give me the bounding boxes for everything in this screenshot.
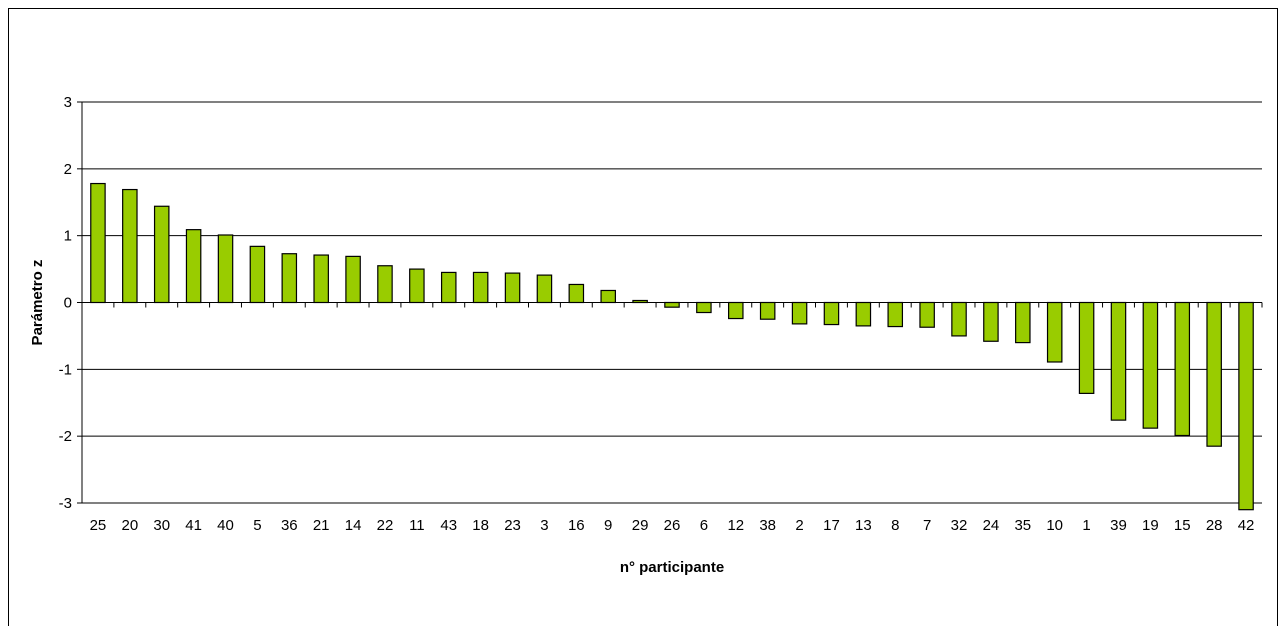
bar-6 <box>696 301 712 314</box>
x-tick-label: 35 <box>1014 517 1031 534</box>
x-tick-label: 23 <box>504 517 521 534</box>
x-tick-label: 42 <box>1238 517 1255 534</box>
x-axis-title: n° participante <box>620 559 724 576</box>
x-tick-label: 6 <box>700 517 708 534</box>
bar-13 <box>855 301 872 327</box>
bar-22 <box>377 265 393 304</box>
bar-40 <box>217 234 234 304</box>
bar-26 <box>664 301 680 308</box>
bar-1 <box>1078 301 1095 394</box>
x-tick-label: 30 <box>153 517 170 534</box>
x-tick-label: 32 <box>951 517 968 534</box>
x-tick-label: 13 <box>855 517 872 534</box>
bar-38 <box>759 301 776 320</box>
y-tick-label: -1 <box>59 361 72 378</box>
bar-2 <box>791 301 808 325</box>
bar-10 <box>1046 301 1063 363</box>
bar-39 <box>1110 301 1127 421</box>
x-tick-label: 29 <box>632 517 649 534</box>
x-tick-label: 9 <box>604 517 612 534</box>
x-tick-label: 18 <box>472 517 489 534</box>
x-tick-label: 14 <box>345 517 362 534</box>
y-tick-label: 2 <box>64 161 72 178</box>
bar-19 <box>1142 301 1159 429</box>
axes <box>81 102 1263 503</box>
bars <box>90 182 1254 511</box>
y-axis-title: Parámetro z <box>29 260 46 346</box>
x-tick-label: 22 <box>377 517 394 534</box>
bar-18 <box>472 271 489 304</box>
x-tick-label: 2 <box>795 517 803 534</box>
bar-12 <box>728 301 744 320</box>
x-tick-label: 3 <box>540 517 548 534</box>
bar-24 <box>983 301 999 342</box>
x-tick-label: 28 <box>1206 517 1223 534</box>
bar-43 <box>440 271 457 304</box>
y-tick-label: -2 <box>59 428 72 445</box>
bar-16 <box>568 283 585 304</box>
x-tick-label: 43 <box>440 517 457 534</box>
x-tick-label: 12 <box>727 517 744 534</box>
y-tick-labels: -3 -2 -1 0 1 2 3 <box>59 94 72 512</box>
x-tick-label: 7 <box>923 517 931 534</box>
x-tick-label: 41 <box>185 517 202 534</box>
bar-7 <box>919 301 935 328</box>
bar-5 <box>249 245 266 304</box>
y-tick-label: 3 <box>64 94 72 111</box>
x-tick-label: 38 <box>759 517 776 534</box>
x-tick-labels: 25 20 30 41 40 5 36 21 14 22 11 43 18 23 3 16 9 29 26 6 12 38… <box>90 517 1255 534</box>
bar-9 <box>600 289 616 304</box>
x-tick-label: 39 <box>1110 517 1127 534</box>
bar-20 <box>122 188 138 304</box>
x-tick-label: 40 <box>217 517 234 534</box>
bar-36 <box>281 253 298 304</box>
bar-14 <box>345 255 361 304</box>
x-tick-label: 24 <box>983 517 1000 534</box>
x-tick-label: 5 <box>253 517 261 534</box>
bar-23 <box>504 272 521 304</box>
chart-frame <box>8 8 1278 626</box>
x-tick-label: 36 <box>281 517 298 534</box>
bar-42 <box>1238 301 1254 511</box>
x-tick-label: 10 <box>1046 517 1063 534</box>
bar-30 <box>153 205 170 304</box>
bar-11 <box>409 268 425 304</box>
x-tick-label: 26 <box>664 517 681 534</box>
bar-3 <box>536 274 553 304</box>
bar-8 <box>887 301 904 328</box>
bar-28 <box>1206 301 1222 447</box>
x-tick-label: 17 <box>823 517 840 534</box>
x-tick-label: 16 <box>568 517 585 534</box>
bar-17 <box>823 301 840 326</box>
x-tick-label: 20 <box>121 517 138 534</box>
x-tick-label: 11 <box>409 517 425 534</box>
bar-41 <box>185 229 202 304</box>
x-tick-label: 1 <box>1082 517 1090 534</box>
x-tick-label: 21 <box>313 517 330 534</box>
y-tick-label: 1 <box>64 228 72 245</box>
bar-21 <box>313 254 329 304</box>
y-tick-label: 0 <box>64 295 72 312</box>
bar-35 <box>1015 301 1031 344</box>
gridlines <box>77 101 1262 504</box>
x-tick-label: 8 <box>891 517 899 534</box>
bar-32 <box>951 301 967 337</box>
x-tick-label: 15 <box>1174 517 1191 534</box>
x-tick-label: 25 <box>90 517 107 534</box>
y-tick-label: -3 <box>59 495 72 512</box>
bar-25 <box>90 182 106 304</box>
x-tick-label: 19 <box>1142 517 1159 534</box>
bar-15 <box>1174 301 1191 437</box>
